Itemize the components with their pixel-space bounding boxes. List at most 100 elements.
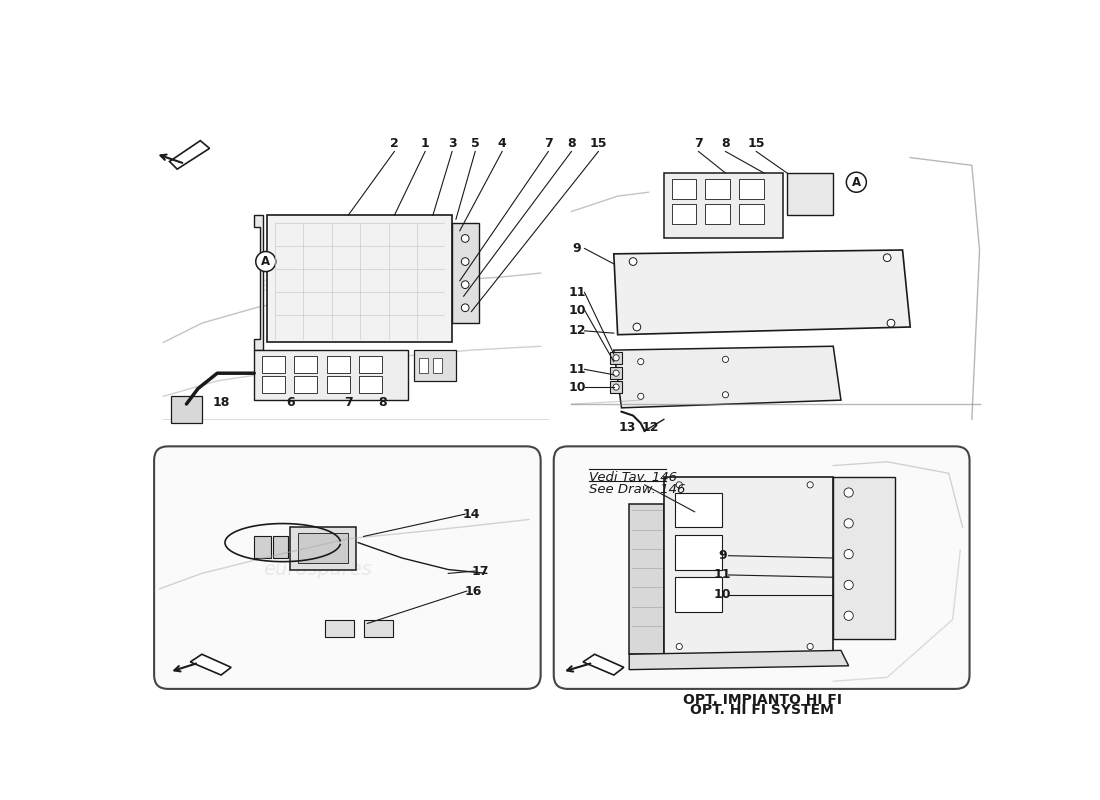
Text: eurospares: eurospares [667,540,784,560]
Circle shape [807,482,813,488]
Circle shape [844,518,854,528]
Polygon shape [190,654,231,675]
Circle shape [844,488,854,497]
Bar [675,578,722,612]
Text: 17: 17 [472,565,490,578]
Text: 5: 5 [471,138,480,150]
Polygon shape [254,215,264,350]
Circle shape [461,304,469,312]
Text: 8: 8 [722,138,729,150]
Bar [675,535,722,570]
Circle shape [887,319,895,327]
Bar [664,173,783,238]
Text: 13: 13 [618,421,636,434]
Text: 11: 11 [714,569,732,582]
Text: eurospares: eurospares [258,540,376,560]
FancyBboxPatch shape [553,446,969,689]
Text: 16: 16 [464,585,482,598]
Bar [359,356,382,373]
Text: 8: 8 [568,138,575,150]
Text: 9: 9 [572,242,581,255]
Bar [290,527,355,570]
Text: 18: 18 [212,396,230,409]
Text: 6: 6 [286,396,295,409]
Circle shape [461,281,469,289]
Circle shape [613,384,619,390]
Text: 12: 12 [641,421,659,434]
Text: eurospares: eurospares [258,274,376,294]
Bar [664,477,834,654]
Circle shape [638,358,644,365]
Bar [359,376,382,394]
Polygon shape [169,141,209,169]
Text: eurospares: eurospares [263,560,372,579]
Text: 3: 3 [448,138,456,150]
Bar [327,376,350,394]
Bar [254,537,272,558]
Bar [675,493,722,527]
Bar [705,179,730,199]
Text: 7: 7 [694,138,703,150]
Bar [298,534,348,562]
Circle shape [844,550,854,558]
Text: 9: 9 [718,549,727,562]
Text: OPT. HI FI SYSTEM: OPT. HI FI SYSTEM [691,702,834,717]
Bar [433,358,442,373]
Bar [267,215,452,342]
Text: 15: 15 [748,138,764,150]
Text: 10: 10 [568,303,585,317]
Polygon shape [609,381,622,394]
Text: A: A [261,255,271,268]
Text: 4: 4 [498,138,506,150]
Bar [327,356,350,373]
Text: 7: 7 [344,396,352,409]
Bar [739,179,763,199]
Circle shape [723,392,728,398]
Text: 10: 10 [568,381,585,394]
Text: 12: 12 [568,324,585,338]
Bar [295,376,318,394]
Bar [788,173,834,215]
Circle shape [846,172,867,192]
Circle shape [461,234,469,242]
Text: See Draw. 146: See Draw. 146 [590,483,685,496]
Circle shape [638,394,644,399]
Bar [419,358,428,373]
Polygon shape [629,650,849,670]
Polygon shape [614,346,842,408]
Circle shape [613,370,619,376]
FancyBboxPatch shape [154,446,541,689]
Circle shape [629,258,637,266]
Circle shape [844,611,854,620]
Text: 11: 11 [568,286,585,299]
Text: 1: 1 [421,138,429,150]
Text: 2: 2 [390,138,398,150]
Bar [262,356,285,373]
Text: Vedi Tav. 146: Vedi Tav. 146 [590,471,678,484]
Text: OPT. IMPIANTO HI FI: OPT. IMPIANTO HI FI [683,694,842,707]
Text: 10: 10 [714,589,732,602]
Circle shape [613,354,619,361]
Circle shape [883,254,891,262]
Bar [273,537,288,558]
Text: A: A [851,176,861,189]
Circle shape [723,356,728,362]
Bar [671,179,696,199]
Polygon shape [609,352,622,364]
Bar [414,350,456,381]
Text: 8: 8 [378,396,387,409]
Bar [705,204,730,224]
Text: 14: 14 [463,508,480,521]
Circle shape [844,580,854,590]
Circle shape [461,258,469,266]
Circle shape [255,251,276,271]
Circle shape [634,323,641,331]
Polygon shape [614,250,911,334]
Polygon shape [609,367,622,379]
Polygon shape [583,654,624,675]
Bar [834,477,895,639]
Text: eurospares: eurospares [667,274,784,294]
Bar [363,619,393,637]
Bar [629,504,664,654]
Text: 7: 7 [544,138,552,150]
